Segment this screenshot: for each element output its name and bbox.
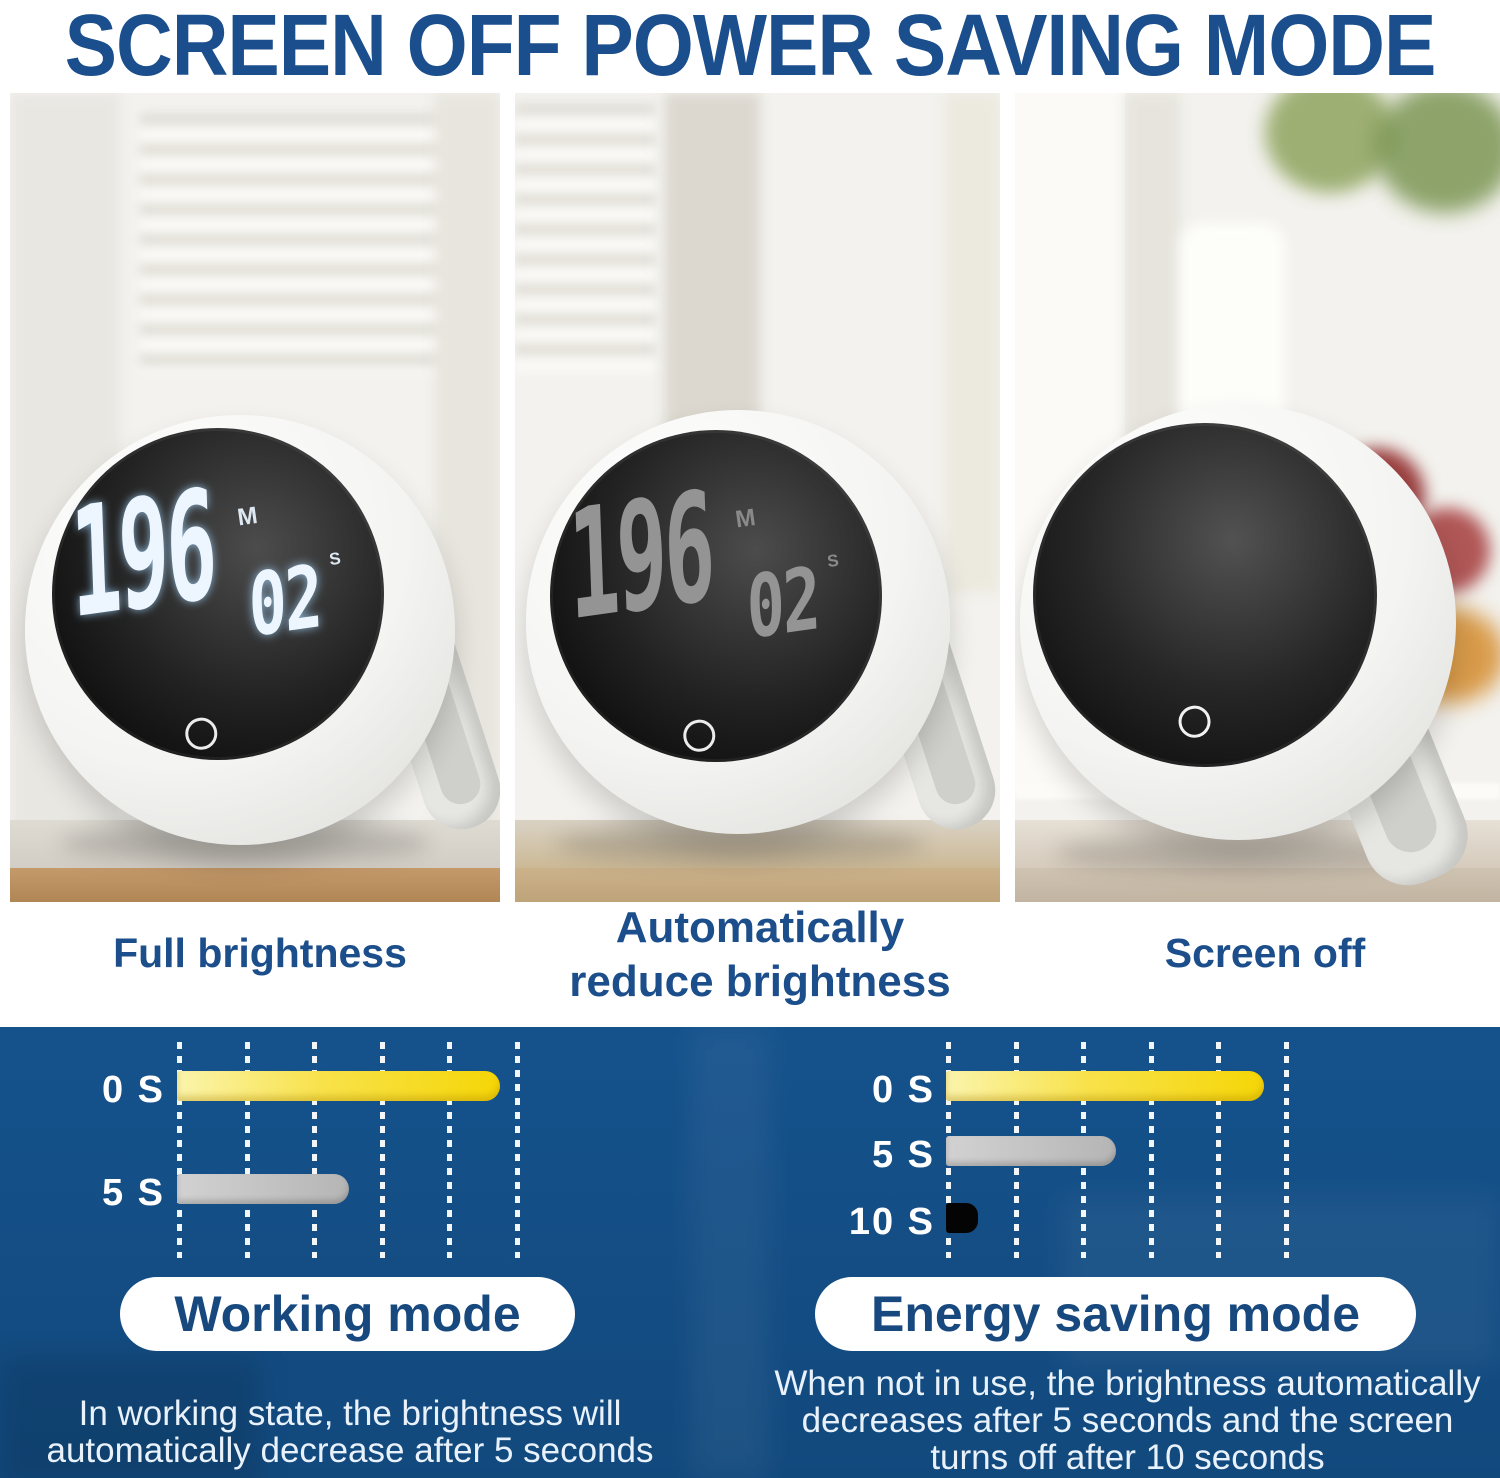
gridline [312, 1042, 317, 1258]
minutes-digits: 196 [67, 457, 217, 653]
description-line: turns off after 10 seconds [930, 1438, 1325, 1477]
timer-touch-button-icon [681, 717, 718, 754]
timer-display: 196 M 02 S [529, 409, 904, 784]
window-blinds [140, 113, 480, 373]
bar-label: 5 S [871, 1134, 935, 1176]
counter-wood-edge [515, 868, 1000, 902]
gridline [177, 1042, 182, 1258]
modes-section: 0 S 5 S 0 S 5 S 10 S Working mode Energy… [0, 1027, 1500, 1478]
background-glow [690, 1027, 770, 1478]
gridline [1216, 1042, 1221, 1258]
timer-display [1015, 401, 1399, 790]
photo-panel-full-brightness: 196 M 02 S [10, 93, 500, 902]
timer-touch-button-icon [183, 715, 220, 752]
gridline [447, 1042, 452, 1258]
energy-saving-bar-0s [946, 1071, 1264, 1101]
working-mode-badge-label: Working mode [174, 1286, 521, 1342]
description-line: In working state, the brightness will [78, 1394, 622, 1433]
gridline [1283, 1042, 1289, 1258]
bar-label: 0 S [101, 1069, 165, 1111]
energy-saving-mode-description: When not in use, the brightness automati… [755, 1365, 1500, 1476]
plant-leaves [1375, 93, 1500, 213]
caption-full-brightness: Full brightness [113, 930, 407, 976]
caption-screen-off: Screen off [1164, 930, 1366, 976]
bar-label: 0 S [871, 1069, 935, 1111]
seconds-unit-label: S [825, 550, 840, 572]
seconds-digits: 02 [247, 546, 323, 658]
window-blinds [515, 103, 655, 373]
caption-reduce-brightness: Automatically reduce brightness [535, 901, 985, 1009]
working-mode-description: In working state, the brightness will au… [35, 1395, 665, 1469]
minutes-digits: 196 [565, 459, 715, 655]
energy-saving-bar-5s [946, 1136, 1116, 1166]
working-mode-bar-5s [177, 1174, 349, 1204]
window-edge [945, 93, 1000, 593]
photo-panel-reduced-brightness: 196 M 02 S [515, 93, 1000, 902]
minutes-unit-label: M [733, 503, 758, 534]
seconds-digits: 02 [745, 548, 821, 660]
gridline [514, 1042, 520, 1258]
caption-line: reduce brightness [569, 957, 951, 1006]
caption-line: Automatically [615, 903, 905, 952]
description-line: decreases after 5 seconds and the screen [801, 1401, 1454, 1440]
gridline [1148, 1042, 1154, 1258]
minutes-unit-label: M [235, 501, 260, 532]
description-line: automatically decrease after 5 seconds [46, 1431, 654, 1470]
bar-label: 10 S [848, 1201, 935, 1243]
working-mode-badge: Working mode [120, 1277, 575, 1351]
working-mode-chart-gridlines [177, 1042, 522, 1258]
gridline [244, 1042, 250, 1258]
seconds-unit-label: S [327, 548, 342, 570]
photo-panel-screen-off [1015, 93, 1500, 902]
counter-wood-edge [10, 868, 500, 902]
bar-label: 5 S [101, 1172, 165, 1214]
plant-leaves [1265, 93, 1395, 193]
timer-screen-off [1033, 423, 1377, 767]
description-line: When not in use, the brightness automati… [774, 1364, 1481, 1403]
timer-display: 196 M 02 S [31, 407, 406, 782]
gridline [379, 1042, 385, 1258]
working-mode-bar-0s [177, 1071, 500, 1101]
energy-saving-mode-badge: Energy saving mode [815, 1277, 1416, 1351]
timer-touch-button-icon [1176, 703, 1213, 740]
energy-saving-bar-10s [946, 1203, 978, 1233]
energy-saving-mode-badge-label: Energy saving mode [870, 1286, 1361, 1342]
page-title: SCREEN OFF POWER SAVING MODE [64, 0, 1437, 95]
background-shade [0, 1357, 260, 1478]
timer-screen: 196 M 02 S [550, 430, 882, 762]
timer-screen: 196 M 02 S [52, 428, 384, 760]
